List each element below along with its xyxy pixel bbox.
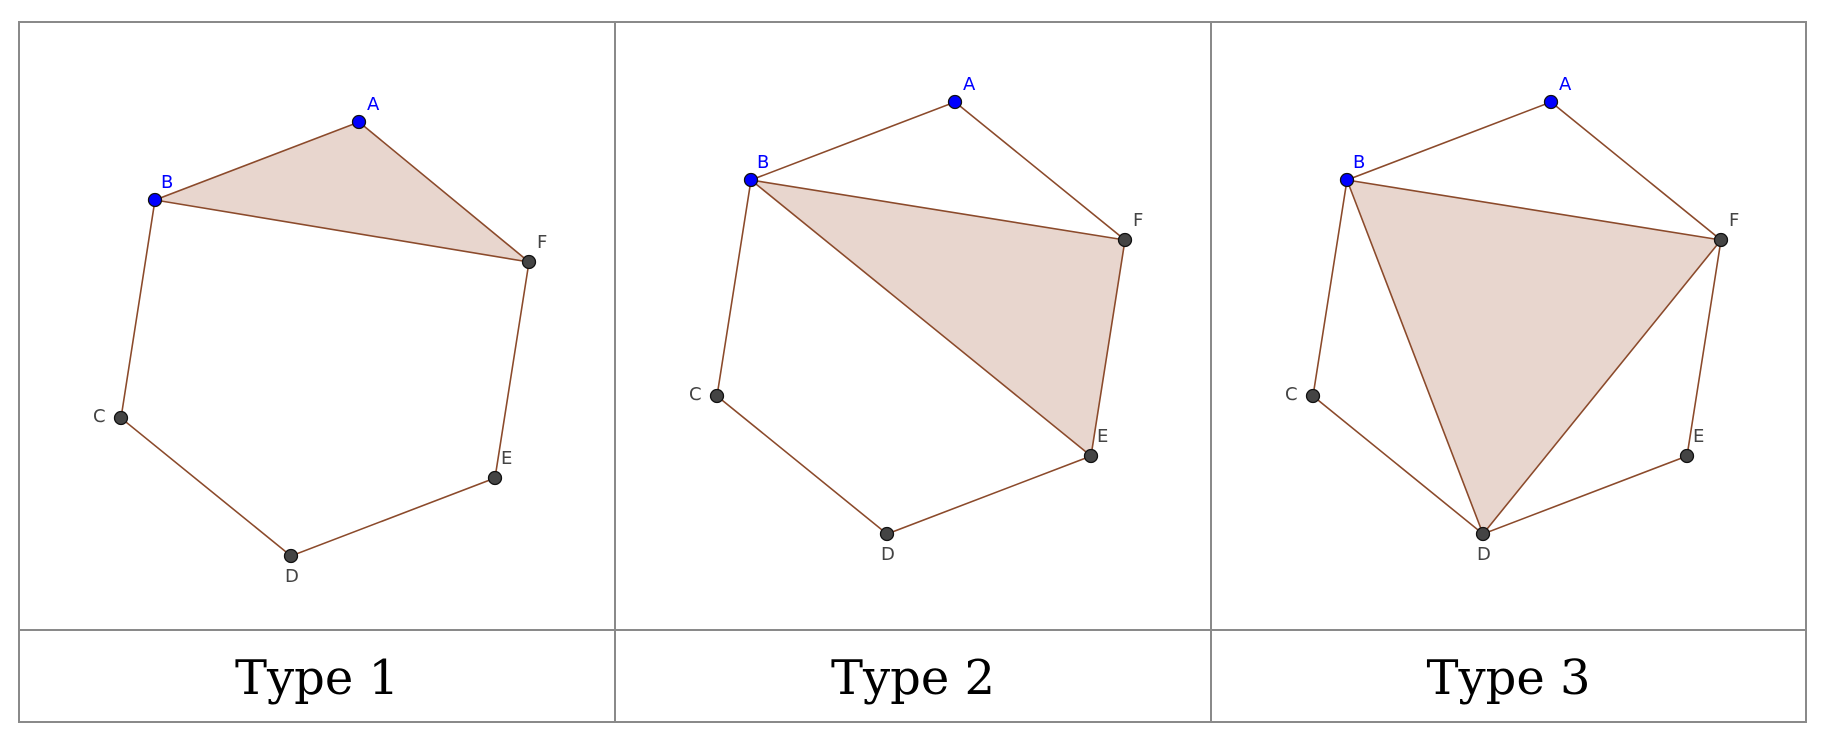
shaded-triangle-abf	[155, 122, 529, 262]
vertex-label-d: D	[285, 566, 299, 587]
panel-3: A B C D E F Type 3	[1285, 74, 1739, 706]
diagonal-df	[1482, 239, 1722, 535]
vertex-f	[521, 254, 537, 270]
panel-1: A B C D E F Type 1	[93, 94, 547, 706]
vertex-label-d: D	[1477, 544, 1491, 565]
vertex-a	[1543, 94, 1559, 110]
vertex-label-c: C	[1285, 384, 1298, 405]
vertex-c	[709, 388, 725, 404]
vertex-label-a: A	[1559, 74, 1572, 95]
vertex-label-f: F	[537, 232, 547, 253]
diagonal-bf	[154, 199, 530, 263]
panels-layer: A B C D E F Type 1 A B C D E F Type 2 A B C D E F Type 3	[93, 74, 1739, 706]
diagonal-bf	[1346, 179, 1722, 241]
vertex-b	[147, 192, 163, 208]
vertex-c	[1305, 388, 1321, 404]
vertex-label-e: E	[1097, 426, 1108, 447]
vertex-label-b: B	[161, 172, 173, 193]
vertex-label-a: A	[367, 94, 380, 115]
vertex-f	[1117, 232, 1133, 248]
vertex-label-b: B	[757, 152, 769, 173]
vertex-e	[487, 470, 503, 486]
vertex-label-f: F	[1729, 210, 1739, 231]
shaded-triangle-bef	[751, 180, 1125, 456]
vertex-label-f: F	[1133, 210, 1143, 231]
vertex-c	[113, 410, 129, 426]
vertex-b	[1339, 172, 1355, 188]
vertex-label-a: A	[963, 74, 976, 95]
vertex-f	[1713, 232, 1729, 248]
vertex-label-b: B	[1353, 152, 1365, 173]
caption-type-2: Type 2	[831, 650, 995, 706]
vertex-label-d: D	[881, 544, 895, 565]
panel-2: A B C D E F Type 2	[689, 74, 1143, 706]
diagonal-be	[750, 179, 1092, 457]
shaded-triangle-bdf	[1347, 180, 1721, 534]
vertex-d	[1475, 526, 1491, 542]
caption-type-3: Type 3	[1426, 650, 1590, 706]
vertex-d	[283, 548, 299, 564]
vertex-e	[1083, 448, 1099, 464]
diagonal-bd	[1346, 179, 1484, 535]
vertex-label-e: E	[1693, 426, 1704, 447]
table-border	[18, 21, 1807, 723]
vertex-label-e: E	[501, 448, 512, 469]
vertex-b	[743, 172, 759, 188]
table-grid	[18, 21, 1807, 723]
vertex-a	[947, 94, 963, 110]
diagonal-bf	[750, 179, 1126, 241]
vertex-d	[879, 526, 895, 542]
vertex-a	[351, 114, 367, 130]
vertex-label-c: C	[93, 406, 106, 427]
caption-type-1: Type 1	[235, 650, 399, 706]
vertex-e	[1679, 448, 1695, 464]
vertex-label-c: C	[689, 384, 702, 405]
